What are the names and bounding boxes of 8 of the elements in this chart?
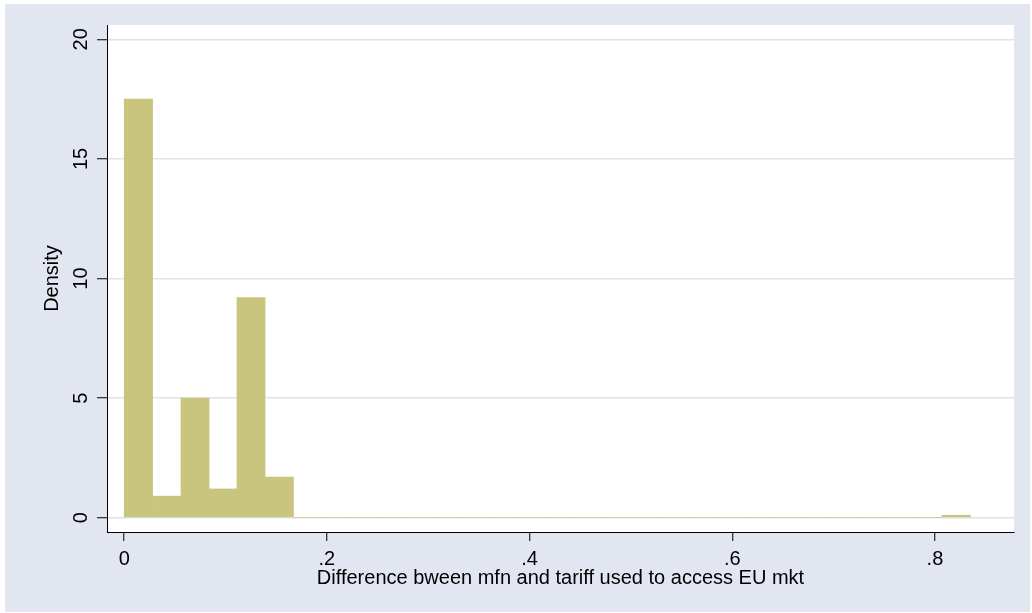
y-tick-label: 15 xyxy=(69,147,92,171)
y-tick-label: 0 xyxy=(69,512,92,524)
y-tick-label: 20 xyxy=(69,28,92,51)
x-tick-label: 0 xyxy=(118,546,130,569)
x-tick-label: .8 xyxy=(926,546,944,569)
y-tick-label: 5 xyxy=(69,392,92,404)
y-tick-label: 10 xyxy=(69,267,92,290)
y-axis-title: Density xyxy=(39,245,62,312)
